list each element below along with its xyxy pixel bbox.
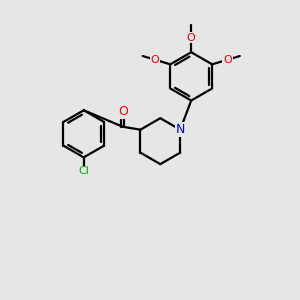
Text: Cl: Cl	[78, 167, 89, 176]
Text: O: O	[118, 105, 128, 118]
Text: O: O	[223, 55, 232, 65]
Text: O: O	[151, 55, 160, 65]
Text: N: N	[176, 123, 185, 136]
Text: O: O	[187, 32, 196, 43]
